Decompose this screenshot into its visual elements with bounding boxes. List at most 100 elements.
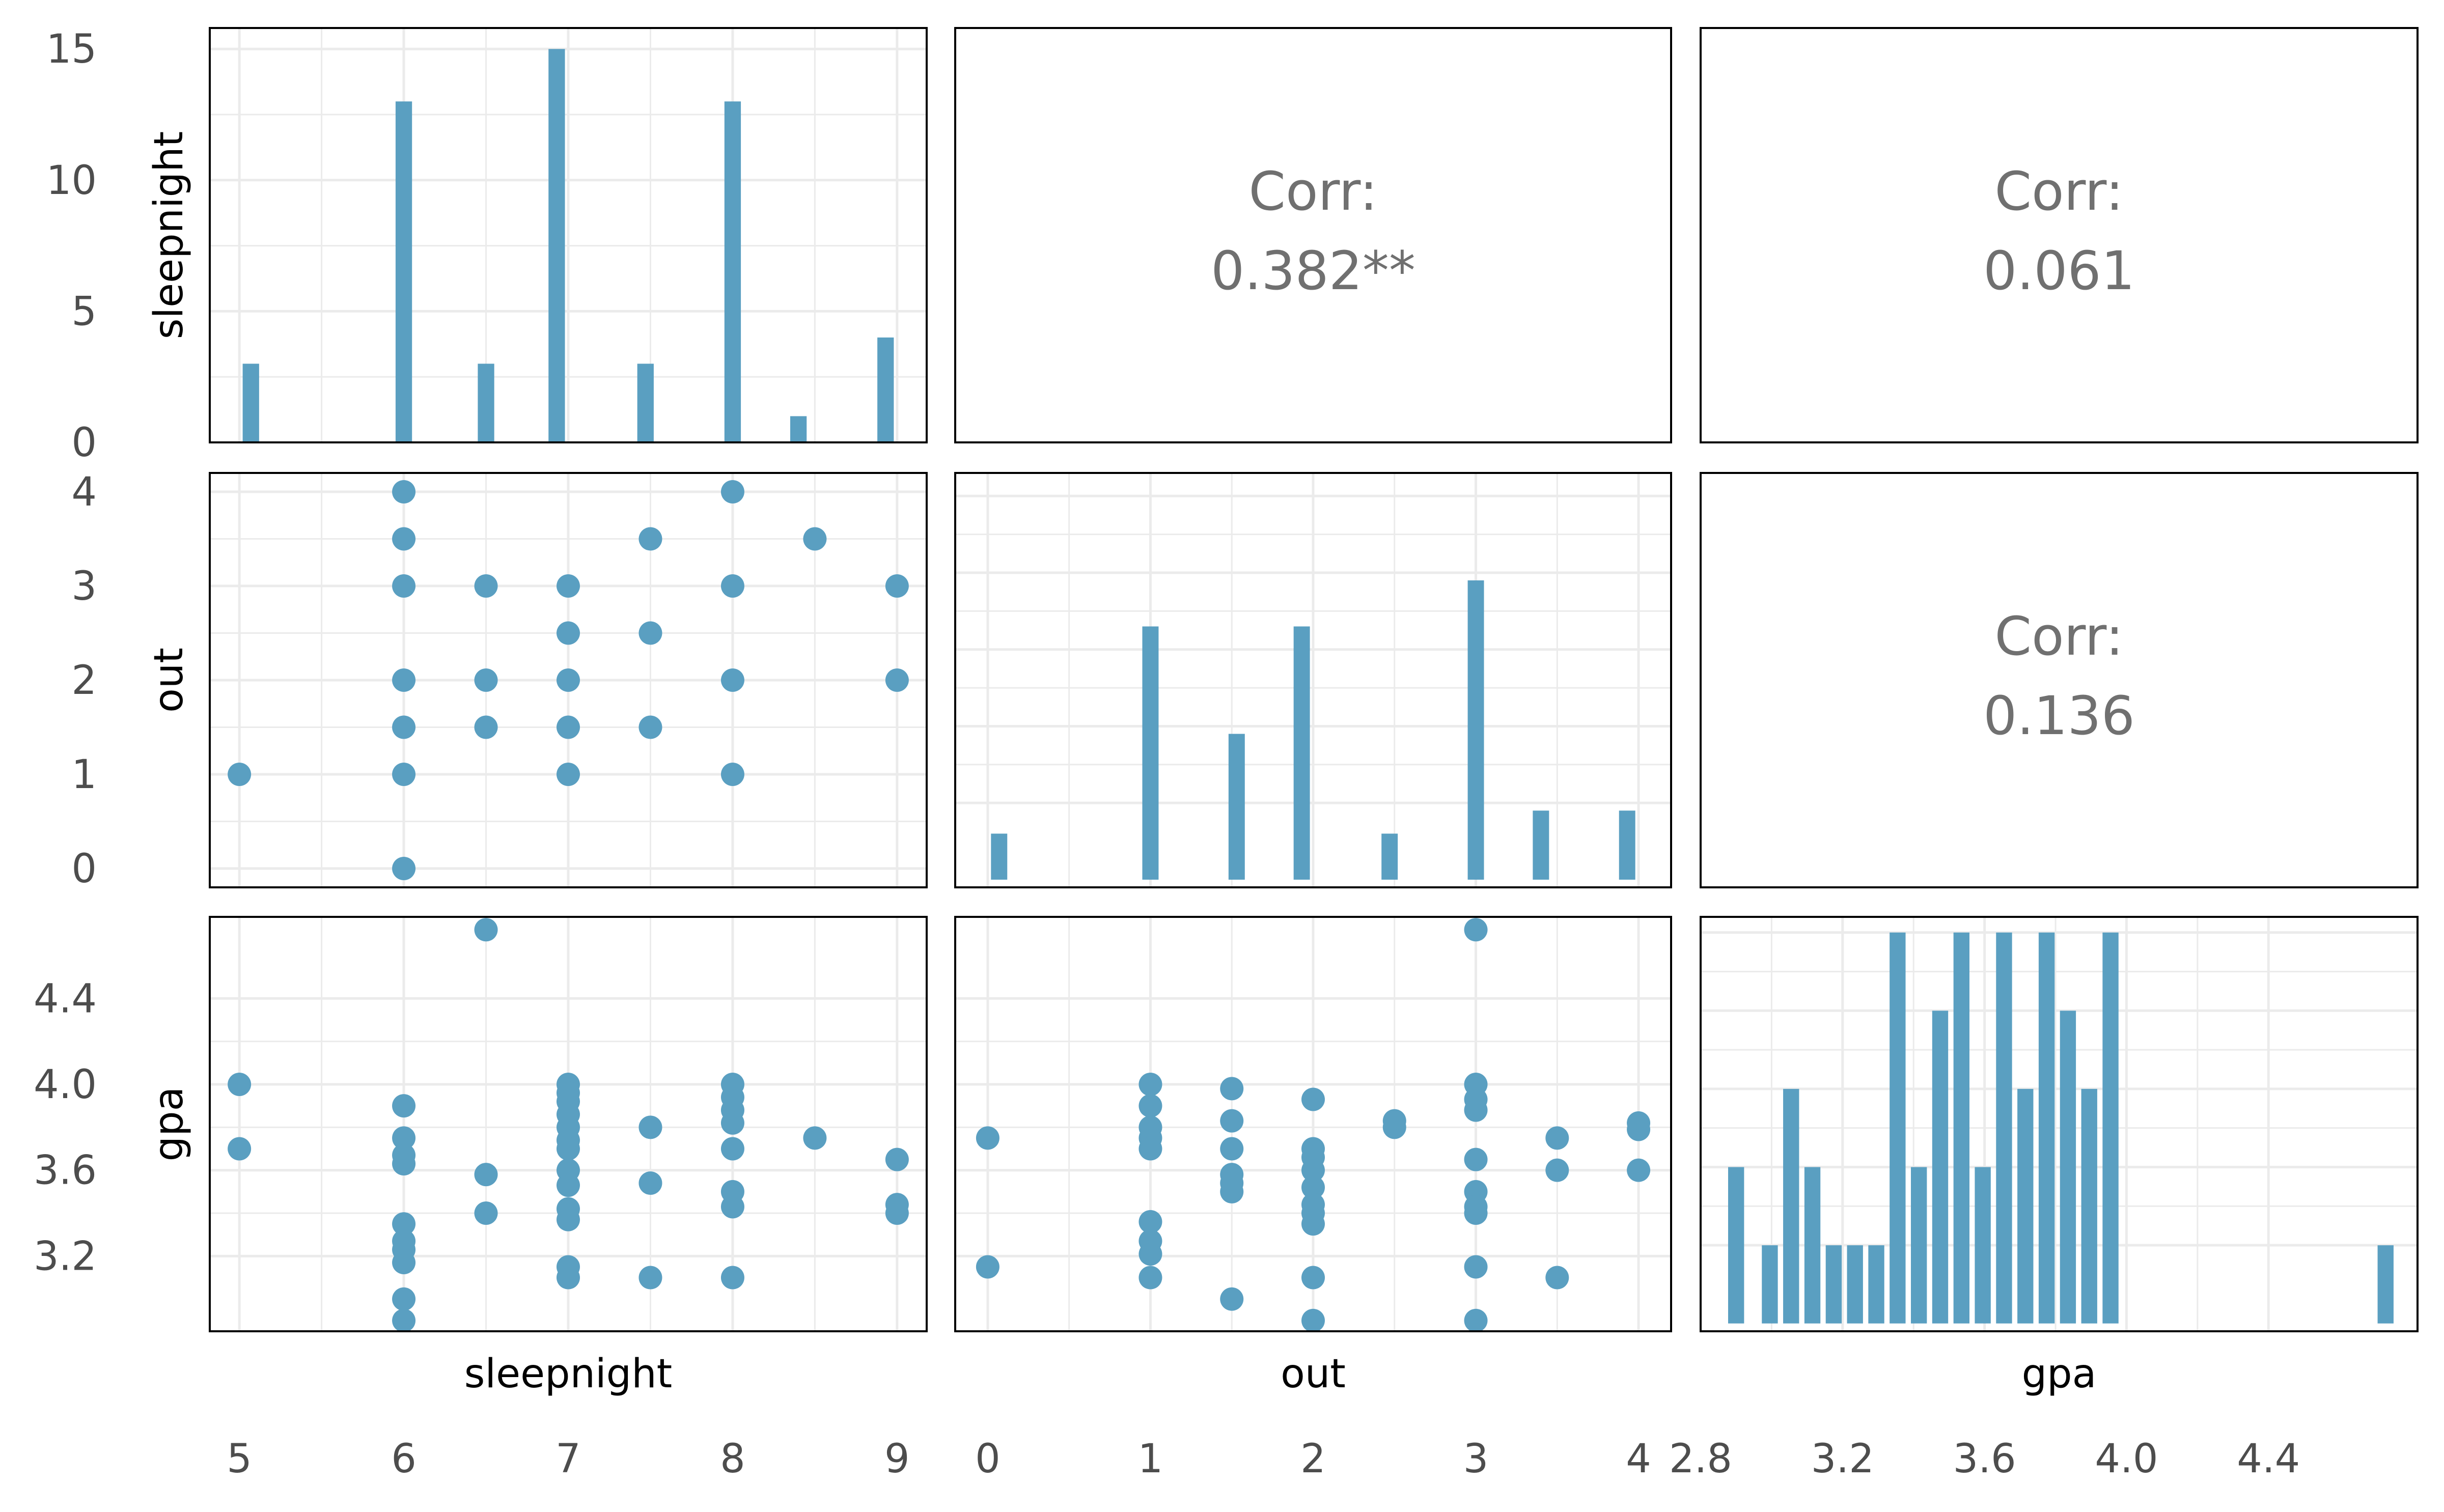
scatter-point [392, 857, 416, 880]
scatter-point [557, 1137, 580, 1161]
scatter-point [1138, 1072, 1162, 1096]
scatter-point [557, 715, 580, 739]
scatter-point [392, 1308, 416, 1332]
scatter-point [392, 480, 416, 503]
scatter-point [392, 715, 416, 739]
scatter-point [392, 1251, 416, 1275]
panel-gpa-sleepnight [209, 916, 928, 1332]
x-tick-label: 2 [1300, 1436, 1326, 1482]
scatter-point [885, 668, 909, 692]
y-tick-label: 3.2 [34, 1234, 97, 1279]
column-label-out: out [1281, 1351, 1346, 1397]
scatter-point [1464, 1147, 1488, 1171]
histogram-bar [1847, 1245, 1863, 1324]
histogram-bar [1996, 932, 2012, 1324]
scatter-point [392, 574, 416, 598]
scatter-point [1220, 1077, 1244, 1101]
x-tick-label: 3.6 [1953, 1436, 2016, 1482]
scatter-point [557, 1208, 580, 1231]
x-axis-ticks: 5 6 7 8 9 0 1 2 3 4 2.8 3.2 3.6 4.0 4.4 [227, 1436, 2300, 1482]
scatter-point [720, 574, 744, 598]
panel-gpa-out [954, 916, 1672, 1332]
corr-label: Corr: [1994, 160, 2123, 222]
histogram-bar [1825, 1245, 1842, 1324]
scatter-point [392, 763, 416, 786]
scatter-point [1138, 1094, 1162, 1118]
scatter-point [885, 1201, 909, 1225]
panel-border [954, 916, 1672, 1332]
scatter-point [392, 1212, 416, 1236]
panel-border [209, 27, 928, 443]
histogram-bar [548, 49, 565, 442]
histogram-bar [877, 337, 894, 442]
corr-value: 0.382** [1211, 240, 1415, 302]
histogram-bar [2377, 1245, 2394, 1324]
x-tick-label: 5 [227, 1436, 252, 1482]
scatter-point [638, 1115, 662, 1139]
x-tick-label: 0 [975, 1436, 1001, 1482]
scatter-point [557, 1266, 580, 1290]
scatter-point [557, 574, 580, 598]
histogram-bar [1953, 932, 1969, 1324]
scatter-point [720, 1195, 744, 1219]
corr-value: 0.061 [1983, 240, 2135, 302]
histogram-bar [1381, 833, 1398, 880]
scatter-point [1382, 1115, 1406, 1139]
scatter-point [474, 715, 498, 739]
scatter-point [1545, 1266, 1569, 1290]
histogram-bar [1228, 734, 1245, 880]
panel-gpa-gpa [1700, 916, 2419, 1332]
scatter-point [885, 574, 909, 598]
column-label-sleepnight: sleepnight [464, 1351, 672, 1397]
histogram-bar [1293, 626, 1310, 880]
panel-out-sleepnight [209, 472, 928, 888]
histogram-bar [637, 363, 654, 442]
scatter-point [720, 1111, 744, 1135]
scatter-point [1301, 1212, 1325, 1236]
row-label-sleepnight: sleepnight [146, 131, 192, 339]
scatter-point [392, 668, 416, 692]
scatter-point [228, 763, 252, 786]
panel-sleepnight-sleepnight [209, 27, 928, 443]
histogram-bar [724, 101, 741, 442]
scatter-point [1464, 1201, 1488, 1225]
x-tick-label: 3 [1463, 1436, 1489, 1482]
histogram-bar [1467, 580, 1484, 880]
column-label-gpa: gpa [2022, 1351, 2097, 1397]
y-tick-label: 0 [71, 846, 97, 892]
panel-out-out [954, 472, 1672, 888]
scatter-point [1138, 1266, 1162, 1290]
x-tick-label: 4 [1626, 1436, 1651, 1482]
scatter-point [976, 1255, 999, 1279]
histogram-bar [1142, 626, 1159, 880]
histogram-bar [1932, 1011, 1949, 1324]
scatter-point [1627, 1117, 1651, 1141]
histogram-bar [2038, 932, 2055, 1324]
x-tick-label: 7 [556, 1436, 581, 1482]
scatter-point [392, 1152, 416, 1176]
scatter-point [474, 574, 498, 598]
histogram-bar [991, 833, 1008, 880]
panel-border [954, 472, 1672, 888]
row-label-gpa: gpa [146, 1087, 192, 1162]
scatter-point [1220, 1109, 1244, 1133]
scatter-point [720, 763, 744, 786]
y-tick-label: 4.0 [34, 1062, 97, 1108]
scatter-point [1301, 1158, 1325, 1182]
panel-border [1700, 27, 2419, 443]
y-tick-label: 15 [46, 26, 97, 72]
histogram-bar [2102, 932, 2119, 1324]
scatter-point [1301, 1175, 1325, 1199]
histogram-bar [1975, 1167, 1991, 1324]
histogram-bar [242, 363, 259, 442]
x-tick-label: 2.8 [1669, 1436, 1732, 1482]
x-tick-label: 4.0 [2095, 1436, 2158, 1482]
scatter-point [885, 1147, 909, 1171]
histogram-bar [1804, 1167, 1821, 1324]
scatter-point [1138, 1137, 1162, 1161]
panel-out-gpa: Corr: 0.136 [1700, 472, 2419, 888]
y-tick-label: 1 [71, 752, 97, 798]
scatter-point [638, 527, 662, 551]
